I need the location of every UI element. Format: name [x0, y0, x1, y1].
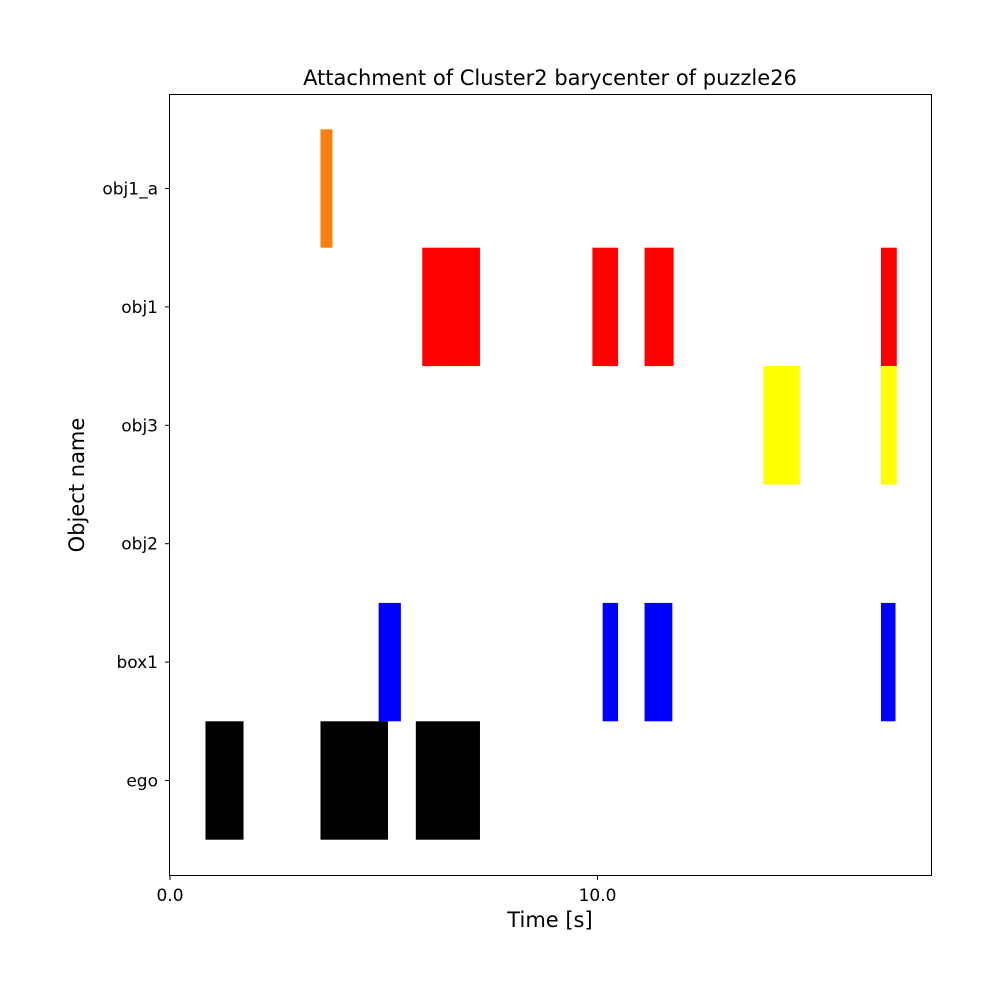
x-tick-label: 0.0 [156, 886, 183, 906]
bars-group [205, 129, 897, 840]
bar-obj1_a [320, 129, 333, 248]
plot-frame [169, 94, 932, 876]
bar-obj1 [880, 247, 897, 367]
bar-obj1 [644, 247, 674, 367]
y-tick-label: ego [126, 772, 158, 792]
y-tick-label: obj1_a [102, 180, 158, 200]
bar-box1 [644, 602, 673, 722]
y-ticks-group: ego box1 obj2 obj3 obj1 obj1_a [102, 180, 170, 792]
bar-obj1 [422, 247, 480, 367]
bar-box1 [602, 602, 619, 722]
y-tick-label: obj1 [121, 298, 158, 318]
bar-obj1 [592, 247, 619, 367]
bar-obj3 [763, 366, 800, 485]
y-tick-label: obj3 [121, 416, 158, 436]
x-axis-title: Time [s] [506, 908, 592, 932]
y-tick-label: obj2 [121, 535, 158, 555]
x-ticks-group: 0.0 10.0 [156, 875, 616, 906]
bar-ego [415, 721, 480, 840]
y-tick-label: box1 [116, 653, 158, 673]
x-tick-label: 10.0 [579, 886, 617, 906]
bar-ego [205, 721, 244, 840]
y-axis-title: Object name [65, 418, 89, 553]
chart-title: Attachment of Cluster2 barycenter of puz… [303, 66, 797, 90]
bar-box1 [378, 602, 401, 722]
bar-ego [320, 721, 389, 840]
bar-obj3 [880, 366, 897, 485]
bar-box1 [880, 602, 896, 722]
